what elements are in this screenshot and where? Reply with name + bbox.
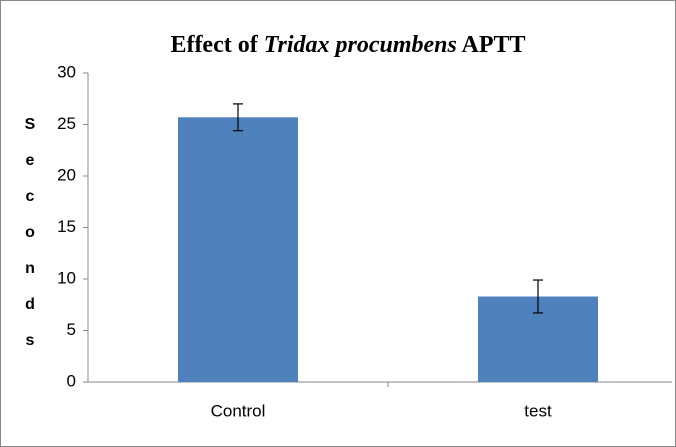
x-tick-label: test [524, 401, 552, 420]
y-tick-label: 0 [67, 371, 76, 390]
y-tick-label: 20 [57, 165, 76, 184]
title-part: APTT [462, 32, 526, 58]
y-tick-label: 25 [57, 114, 76, 133]
y-tick-label: 10 [57, 268, 76, 287]
x-tick-label: Control [211, 401, 266, 420]
y-tick-label: 30 [57, 62, 76, 81]
bar [178, 117, 298, 382]
y-tick-label: 5 [67, 320, 76, 339]
title-part: Effect of [170, 32, 258, 58]
title-part: Tridax procumbens [264, 32, 457, 58]
chart-title: Effect of Tridax procumbens APTT [170, 32, 525, 58]
y-tick-label: 15 [57, 217, 76, 236]
